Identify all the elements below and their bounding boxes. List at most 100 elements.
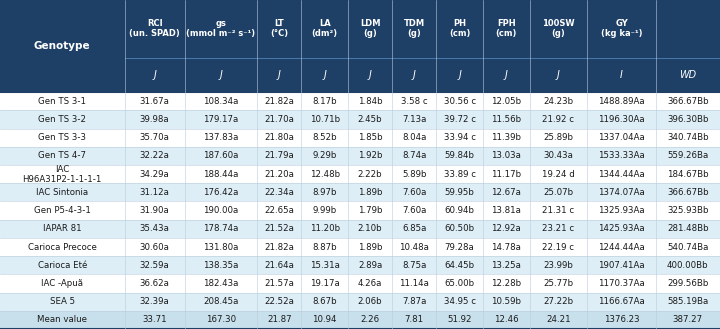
Text: 59.84b: 59.84b <box>445 151 474 161</box>
Text: 30.43a: 30.43a <box>544 151 573 161</box>
Text: 32.22a: 32.22a <box>140 151 170 161</box>
Text: 12.05b: 12.05b <box>491 97 521 106</box>
Text: 1337.04Aa: 1337.04Aa <box>598 133 645 142</box>
Bar <box>0 201 720 220</box>
Text: 22.52a: 22.52a <box>264 297 294 306</box>
Text: 1196.30Aa: 1196.30Aa <box>598 115 645 124</box>
Text: 10.71b: 10.71b <box>310 115 340 124</box>
Text: RCI
(un. SPAD): RCI (un. SPAD) <box>130 19 180 38</box>
Text: 2.10b: 2.10b <box>358 224 382 233</box>
Text: J: J <box>220 70 222 80</box>
Text: 12.67a: 12.67a <box>491 188 521 197</box>
Text: 64.45b: 64.45b <box>444 261 474 270</box>
Text: 12.92a: 12.92a <box>491 224 521 233</box>
Text: 30.60a: 30.60a <box>140 242 170 251</box>
Text: 8.17b: 8.17b <box>312 97 337 106</box>
Text: 2.45b: 2.45b <box>358 115 382 124</box>
Text: 27.22b: 27.22b <box>544 297 574 306</box>
Bar <box>0 110 720 129</box>
Text: 1244.44Aa: 1244.44Aa <box>598 242 645 251</box>
Text: Genotype: Genotype <box>34 41 91 51</box>
Text: 30.56 c: 30.56 c <box>444 97 476 106</box>
Text: 34.95 c: 34.95 c <box>444 297 476 306</box>
Text: 21.57a: 21.57a <box>264 279 294 288</box>
Text: 12.48b: 12.48b <box>310 170 340 179</box>
Text: 22.65a: 22.65a <box>264 206 294 215</box>
Text: FPH
(cm): FPH (cm) <box>495 19 517 38</box>
Text: 21.79a: 21.79a <box>264 151 294 161</box>
Text: 1325.93Aa: 1325.93Aa <box>598 206 645 215</box>
Text: LT
(°C): LT (°C) <box>270 19 288 38</box>
Text: 25.77b: 25.77b <box>544 279 574 288</box>
Text: 8.74a: 8.74a <box>402 151 426 161</box>
Text: 8.75a: 8.75a <box>402 261 426 270</box>
Text: 21.82a: 21.82a <box>264 97 294 106</box>
Text: LDM
(g): LDM (g) <box>360 19 380 38</box>
Text: J: J <box>458 70 461 80</box>
Text: J: J <box>153 70 156 80</box>
Text: 1.79b: 1.79b <box>358 206 382 215</box>
Text: 1907.41Aa: 1907.41Aa <box>598 261 645 270</box>
Text: 39.72 c: 39.72 c <box>444 115 476 124</box>
Text: 5.89b: 5.89b <box>402 170 426 179</box>
Text: 32.59a: 32.59a <box>140 261 170 270</box>
Text: 39.98a: 39.98a <box>140 115 169 124</box>
Text: 24.23b: 24.23b <box>544 97 574 106</box>
Text: 10.94: 10.94 <box>312 316 337 324</box>
Text: 7.81: 7.81 <box>405 316 424 324</box>
Text: 60.94b: 60.94b <box>445 206 474 215</box>
Text: 208.45a: 208.45a <box>203 297 238 306</box>
Text: GY
(kg ka⁻¹): GY (kg ka⁻¹) <box>600 19 642 38</box>
Text: 21.92 c: 21.92 c <box>542 115 575 124</box>
Text: IAC -Apuã: IAC -Apuã <box>41 279 84 288</box>
Text: 8.52b: 8.52b <box>312 133 337 142</box>
Text: 11.17b: 11.17b <box>491 170 521 179</box>
Text: 585.19Ba: 585.19Ba <box>667 297 708 306</box>
Text: 36.62a: 36.62a <box>140 279 170 288</box>
Text: J: J <box>278 70 281 80</box>
Text: 366.67Bb: 366.67Bb <box>667 188 708 197</box>
Text: 13.25a: 13.25a <box>491 261 521 270</box>
Text: 11.39b: 11.39b <box>491 133 521 142</box>
Text: 79.28a: 79.28a <box>445 242 474 251</box>
Text: WD: WD <box>679 70 696 80</box>
Text: 188.44a: 188.44a <box>203 170 238 179</box>
Text: 21.64a: 21.64a <box>264 261 294 270</box>
Text: 8.04a: 8.04a <box>402 133 426 142</box>
Bar <box>0 0 720 92</box>
Text: 100SW
(g): 100SW (g) <box>542 19 575 38</box>
Text: 13.03a: 13.03a <box>491 151 521 161</box>
Text: 8.87b: 8.87b <box>312 242 337 251</box>
Text: SEA 5: SEA 5 <box>50 297 75 306</box>
Text: 11.20b: 11.20b <box>310 224 340 233</box>
Bar <box>0 147 720 165</box>
Text: 187.60a: 187.60a <box>203 151 238 161</box>
Text: 21.70a: 21.70a <box>264 115 294 124</box>
Text: 10.59b: 10.59b <box>491 297 521 306</box>
Text: 137.83a: 137.83a <box>203 133 238 142</box>
Bar <box>0 165 720 183</box>
Text: 21.20a: 21.20a <box>264 170 294 179</box>
Text: 387.27: 387.27 <box>672 316 703 324</box>
Text: 2.22b: 2.22b <box>358 170 382 179</box>
Text: 396.30Bb: 396.30Bb <box>667 115 708 124</box>
Text: 21.80a: 21.80a <box>264 133 294 142</box>
Text: J: J <box>557 70 560 80</box>
Text: J: J <box>323 70 326 80</box>
Text: 14.78a: 14.78a <box>491 242 521 251</box>
Text: 2.89a: 2.89a <box>358 261 382 270</box>
Text: 281.48Bb: 281.48Bb <box>667 224 708 233</box>
Text: IAC
H96A31P2-1-1-1-1: IAC H96A31P2-1-1-1-1 <box>22 164 102 184</box>
Text: 366.67Bb: 366.67Bb <box>667 97 708 106</box>
Text: 65.00b: 65.00b <box>444 279 474 288</box>
Bar <box>0 220 720 238</box>
Text: 1533.33Aa: 1533.33Aa <box>598 151 645 161</box>
Text: 59.95b: 59.95b <box>445 188 474 197</box>
Text: 11.14a: 11.14a <box>400 279 429 288</box>
Text: 325.93Bb: 325.93Bb <box>667 206 708 215</box>
Text: 4.26a: 4.26a <box>358 279 382 288</box>
Text: 25.07b: 25.07b <box>544 188 574 197</box>
Text: 184.67Bb: 184.67Bb <box>667 170 708 179</box>
Text: 3.58 c: 3.58 c <box>401 97 428 106</box>
Text: 12.28b: 12.28b <box>491 279 521 288</box>
